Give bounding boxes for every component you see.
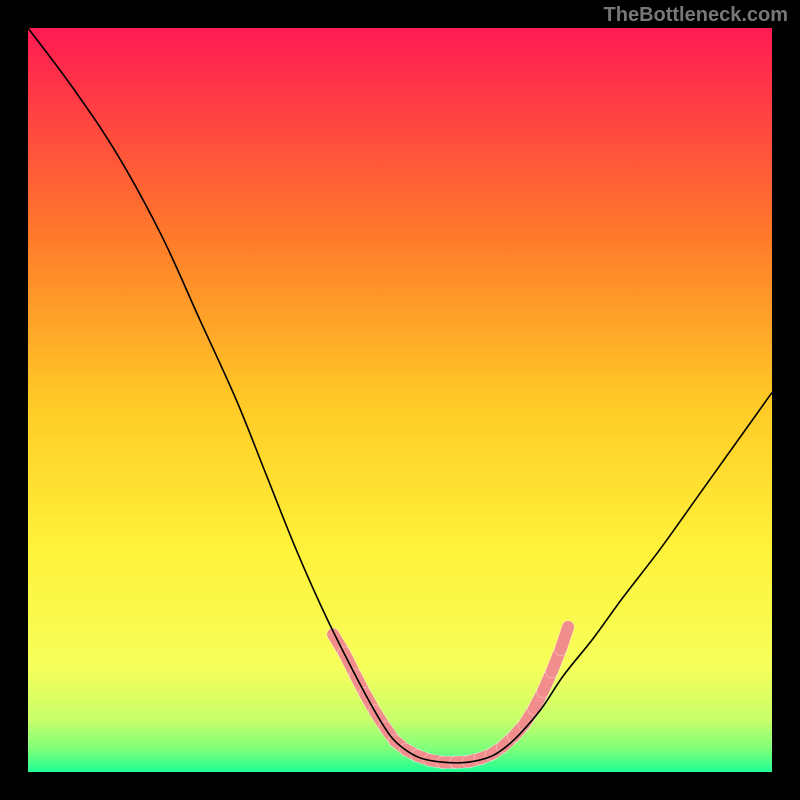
chart-plot-area <box>28 28 772 772</box>
watermark-text: TheBottleneck.com <box>604 4 788 27</box>
zero-band-capsule <box>561 627 568 649</box>
gradient-background <box>28 28 772 772</box>
bottleneck-curve-chart <box>28 28 772 772</box>
